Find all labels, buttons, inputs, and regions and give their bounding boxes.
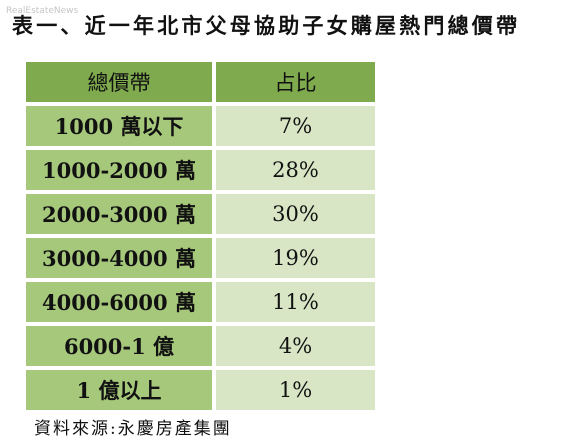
header-share: 占比	[216, 62, 375, 102]
share-cell: 1%	[216, 370, 375, 410]
price-band-cell: 1000-2000 萬	[26, 150, 212, 190]
share-cell: 11%	[216, 282, 375, 322]
table-row: 1000-2000 萬 28%	[26, 150, 375, 190]
page-title: 表一、近一年北市父母協助子女購屋熱門總價帶	[12, 13, 521, 38]
price-band-cell: 6000-1 億	[26, 326, 212, 366]
price-band-cell: 2000-3000 萬	[26, 194, 212, 234]
table-row: 4000-6000 萬 11%	[26, 282, 375, 322]
price-band-cell: 1000 萬以下	[26, 106, 212, 146]
table-row: 6000-1 億 4%	[26, 326, 375, 366]
price-band-cell: 4000-6000 萬	[26, 282, 212, 322]
table-row: 1 億以上 1%	[26, 370, 375, 410]
share-cell: 4%	[216, 326, 375, 366]
share-cell: 7%	[216, 106, 375, 146]
table-row: 3000-4000 萬 19%	[26, 238, 375, 278]
table-row: 2000-3000 萬 30%	[26, 194, 375, 234]
header-price-band: 總價帶	[26, 62, 212, 102]
price-band-cell: 1 億以上	[26, 370, 212, 410]
table-row: 1000 萬以下 7%	[26, 106, 375, 146]
watermark: RealEstateNews	[6, 6, 79, 16]
price-band-cell: 3000-4000 萬	[26, 238, 212, 278]
share-cell: 19%	[216, 238, 375, 278]
share-cell: 30%	[216, 194, 375, 234]
share-cell: 28%	[216, 150, 375, 190]
source-note: 資料來源:永慶房產集團	[34, 419, 232, 439]
table-header-row: 總價帶 占比	[26, 62, 375, 102]
price-band-table: 總價帶 占比 1000 萬以下 7% 1000-2000 萬 28% 2000-…	[22, 58, 379, 414]
